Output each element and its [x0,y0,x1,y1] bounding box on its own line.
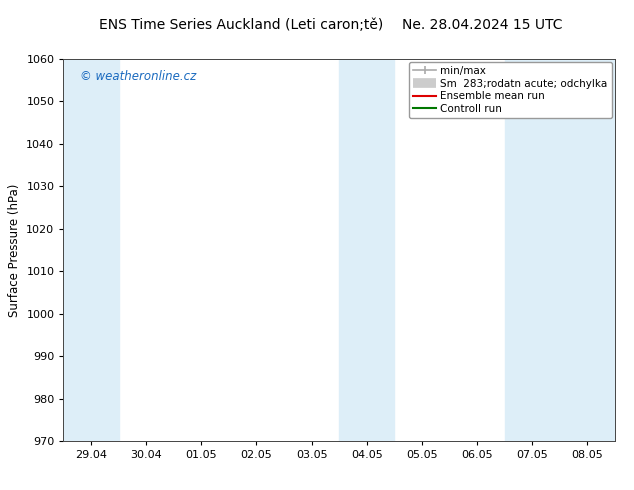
Text: Ne. 28.04.2024 15 UTC: Ne. 28.04.2024 15 UTC [401,18,562,32]
Text: © weatheronline.cz: © weatheronline.cz [80,70,196,83]
Bar [339,59,394,441]
Bar [505,59,615,441]
Y-axis label: Surface Pressure (hPa): Surface Pressure (hPa) [8,183,21,317]
Title: ENS Time Series Auckland (Leti caron;tě)      Ne. 28.04.2024 15 UTC: ENS Time Series Auckland (Leti caron;tě)… [0,489,1,490]
Text: ENS Time Series Auckland (Leti caron;tě): ENS Time Series Auckland (Leti caron;tě) [99,18,383,32]
Legend: min/max, Sm  283;rodatn acute; odchylka, Ensemble mean run, Controll run: min/max, Sm 283;rodatn acute; odchylka, … [409,62,612,118]
Bar [63,59,119,441]
